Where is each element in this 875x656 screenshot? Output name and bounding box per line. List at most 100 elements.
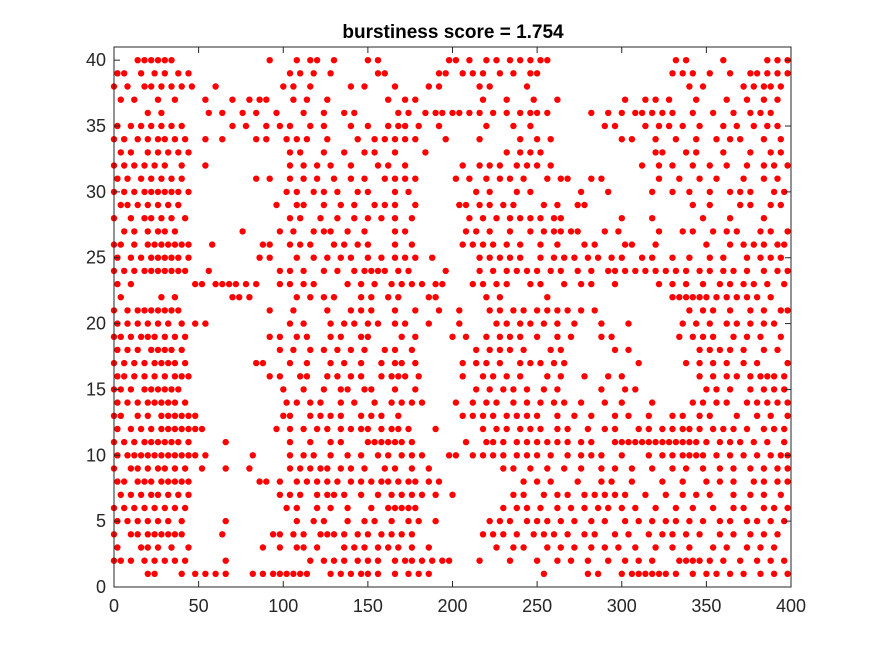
data-point xyxy=(706,188,713,196)
data-point xyxy=(601,425,608,433)
data-point xyxy=(202,320,209,327)
data-point xyxy=(547,267,554,275)
data-point xyxy=(760,83,768,90)
data-point xyxy=(611,465,619,472)
data-point xyxy=(158,412,165,419)
data-point xyxy=(154,149,162,156)
data-point xyxy=(665,438,673,446)
data-point xyxy=(740,83,747,90)
data-point xyxy=(161,504,168,512)
data-point xyxy=(689,109,696,117)
data-point xyxy=(567,504,575,512)
data-point xyxy=(351,109,358,117)
data-point xyxy=(351,267,358,275)
data-point xyxy=(733,122,740,130)
data-point xyxy=(185,412,192,419)
data-point xyxy=(303,359,311,367)
data-point xyxy=(544,373,551,380)
data-point xyxy=(577,438,585,446)
data-point xyxy=(158,175,165,182)
data-point xyxy=(408,280,416,288)
data-point xyxy=(286,149,294,156)
data-point xyxy=(635,570,642,577)
data-point xyxy=(368,504,375,512)
data-point xyxy=(733,320,740,327)
data-point xyxy=(148,175,155,182)
data-point xyxy=(361,465,368,472)
data-point xyxy=(513,452,520,459)
data-point xyxy=(784,162,791,169)
data-point xyxy=(168,267,175,275)
data-point xyxy=(202,162,209,169)
data-point xyxy=(165,517,172,525)
data-point xyxy=(530,96,537,103)
data-point xyxy=(669,412,676,419)
data-point xyxy=(500,386,507,393)
data-point xyxy=(659,109,666,117)
data-point xyxy=(571,320,578,327)
data-point xyxy=(709,307,717,314)
data-point xyxy=(760,504,768,512)
data-point xyxy=(124,320,131,327)
x-tick-label: 50 xyxy=(189,596,209,616)
data-point xyxy=(364,254,372,261)
data-point xyxy=(517,149,524,156)
data-point xyxy=(161,557,168,564)
data-point xyxy=(171,465,179,472)
data-point xyxy=(364,425,372,433)
data-point xyxy=(533,136,541,143)
data-point xyxy=(696,531,703,538)
data-point xyxy=(486,346,493,354)
data-point xyxy=(229,294,236,301)
data-point xyxy=(601,122,608,130)
data-point xyxy=(391,241,399,248)
data-point xyxy=(364,122,372,130)
data-point xyxy=(689,201,696,209)
data-point xyxy=(222,438,229,446)
data-point xyxy=(158,531,165,538)
data-point xyxy=(395,544,402,551)
data-point xyxy=(713,570,720,577)
data-point xyxy=(459,412,466,419)
data-point xyxy=(740,452,747,459)
data-point xyxy=(537,504,544,512)
data-point xyxy=(158,478,165,485)
data-point xyxy=(503,412,510,419)
data-point xyxy=(327,320,334,327)
data-point xyxy=(307,346,314,354)
data-point xyxy=(527,215,534,222)
data-point xyxy=(175,386,182,393)
data-point xyxy=(537,280,544,288)
data-point xyxy=(733,294,740,301)
x-tick-label: 0 xyxy=(109,596,119,616)
data-point xyxy=(378,478,385,485)
data-point xyxy=(317,465,324,472)
data-point xyxy=(127,491,135,498)
data-point xyxy=(371,201,378,209)
data-point xyxy=(327,70,334,77)
data-point xyxy=(483,333,490,340)
data-point xyxy=(313,57,321,64)
data-point xyxy=(442,70,449,77)
data-point xyxy=(584,254,592,261)
data-point xyxy=(605,504,612,512)
data-point xyxy=(341,544,348,551)
x-tick-label: 350 xyxy=(691,596,721,616)
data-point xyxy=(540,228,548,235)
data-point xyxy=(334,478,341,485)
data-point xyxy=(259,544,267,551)
data-point xyxy=(544,465,551,472)
data-point xyxy=(581,373,588,380)
data-point xyxy=(726,280,734,288)
data-point xyxy=(165,452,172,459)
data-point xyxy=(158,215,165,222)
data-point xyxy=(686,452,693,459)
data-point xyxy=(398,452,405,459)
data-point xyxy=(496,333,504,340)
data-point xyxy=(371,517,378,525)
data-point xyxy=(378,254,385,261)
data-point xyxy=(713,175,720,182)
data-point xyxy=(598,465,605,472)
data-point xyxy=(747,373,754,380)
